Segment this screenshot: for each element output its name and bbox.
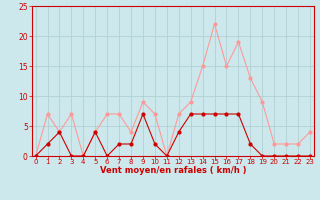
X-axis label: Vent moyen/en rafales ( km/h ): Vent moyen/en rafales ( km/h ) xyxy=(100,166,246,175)
